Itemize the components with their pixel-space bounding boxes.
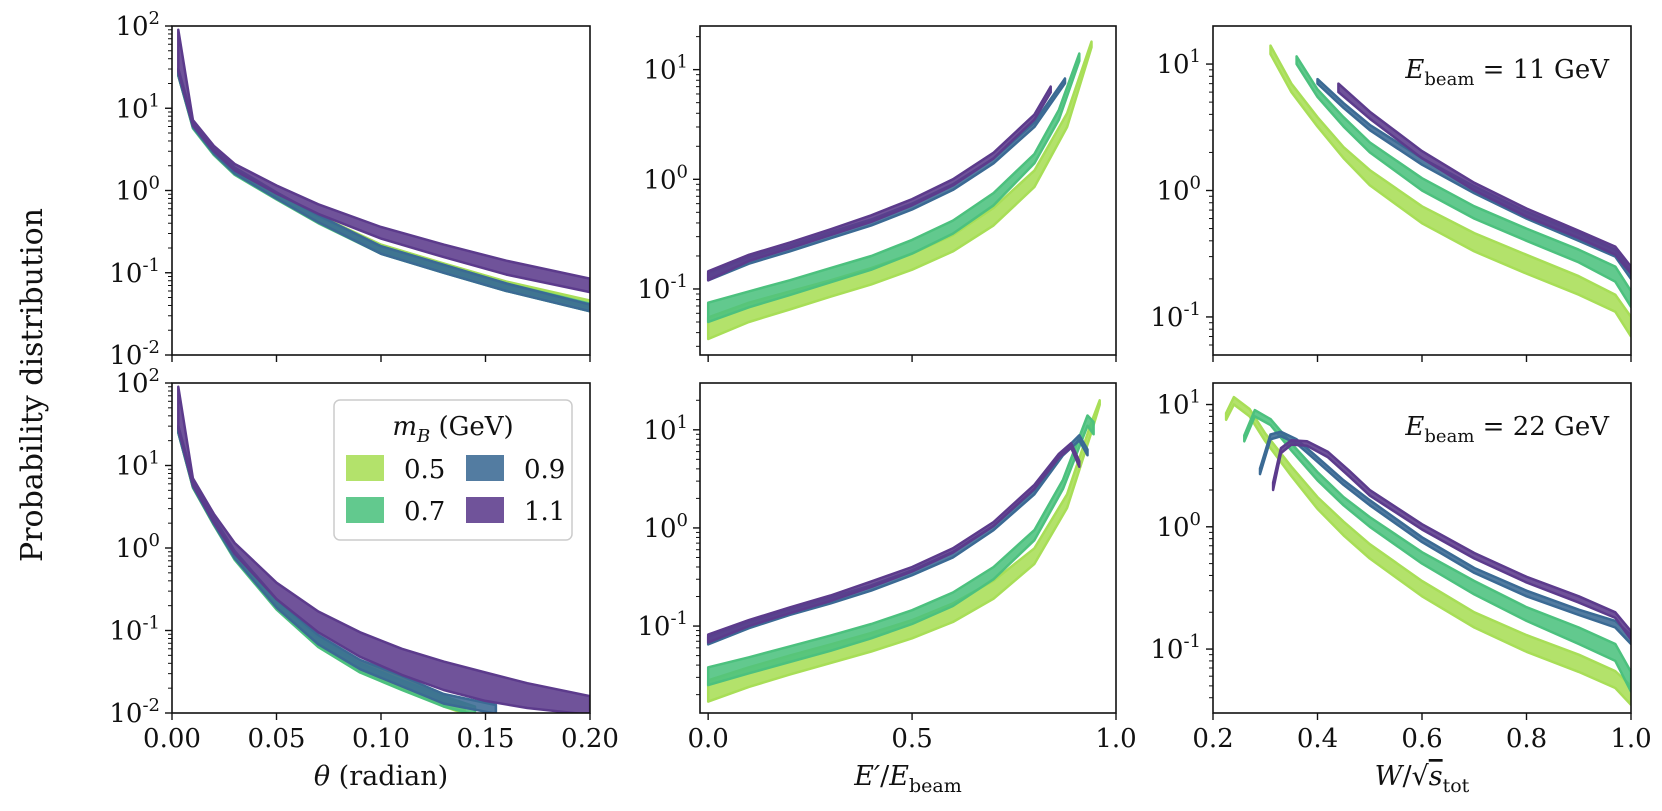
- legend-label: 1.1: [524, 497, 565, 527]
- x-tick-label: 0.00: [143, 724, 201, 754]
- panels: 10-2 10-1 100 101 102 10-1 100 101 10-1 100 101 Ebe…: [109, 8, 1651, 797]
- plot-area: [177, 28, 590, 313]
- x-tick-label: 0.5: [891, 724, 932, 754]
- band-m09: [1258, 430, 1631, 646]
- legend-box: [333, 399, 573, 541]
- plot-area: [706, 399, 1101, 703]
- x-tick-label: 0.10: [352, 724, 410, 754]
- legend-label: 0.7: [404, 497, 445, 527]
- band-m11: [1271, 439, 1631, 641]
- y-tick-label: 10-2: [109, 695, 160, 729]
- y-tick-label: 101: [643, 52, 688, 86]
- global-ylabel: Probability distribution: [15, 208, 50, 562]
- panel-w_22: 0.2 0.4 0.6 0.8 1.0 10-1 100 101 W/√stot Ebeam = …: [1150, 382, 1652, 797]
- panel-theta_22: 0.00 0.05 0.10 0.15 0.20 10-2 10-1 100 101 102 θ (…: [109, 365, 619, 792]
- y-tick-label: 10-1: [637, 271, 688, 305]
- x-tick-label: 0.4: [1297, 724, 1338, 754]
- y-tick-label: 10-2: [109, 337, 160, 371]
- panel-w_11: 10-1 100 101 Ebeam = 11 GeV: [1150, 25, 1632, 362]
- band-m11: [1337, 82, 1631, 275]
- panel-energy_11: 10-1 100 101: [637, 25, 1117, 362]
- legend-swatch: [466, 497, 504, 523]
- x-axis-label: W/√stot: [1375, 761, 1470, 797]
- y-tick-label: 102: [115, 8, 160, 42]
- band-m11: [706, 441, 1081, 644]
- y-tick-label: 10-1: [109, 255, 160, 289]
- legend-swatch: [466, 455, 504, 481]
- y-tick-label: 101: [1156, 387, 1201, 421]
- beam-energy-annotation: Ebeam = 11 GeV: [1404, 55, 1610, 90]
- band-m07: [706, 414, 1095, 687]
- x-tick-label: 0.20: [561, 724, 619, 754]
- y-tick-label: 10-1: [1150, 299, 1201, 333]
- legend-label: 0.5: [404, 455, 445, 485]
- plot-area: [706, 40, 1093, 341]
- plot-area: [1224, 395, 1631, 707]
- x-tick-label: 0.05: [248, 724, 306, 754]
- legend-label: 0.9: [524, 455, 565, 485]
- y-tick-label: 102: [115, 365, 160, 399]
- y-tick-label: 101: [1156, 46, 1201, 80]
- legend-swatch: [346, 497, 384, 523]
- x-tick-label: 1.0: [1095, 724, 1136, 754]
- band-m05: [1269, 44, 1631, 338]
- band-m11: [177, 385, 590, 713]
- y-tick-label: 10-1: [637, 608, 688, 642]
- y-tick-label: 10-1: [109, 613, 160, 647]
- x-axis-label: θ (radian): [314, 761, 448, 792]
- y-tick-label: 101: [115, 448, 160, 482]
- legend-title: mB (GeV): [392, 412, 513, 447]
- beam-energy-annotation: Ebeam = 22 GeV: [1404, 412, 1610, 447]
- legend-swatch: [346, 455, 384, 481]
- y-tick-label: 100: [643, 510, 688, 544]
- y-tick-label: 100: [643, 161, 688, 195]
- axes-frame: [699, 25, 1117, 356]
- y-tick-label: 100: [115, 173, 160, 207]
- y-tick-label: 100: [1156, 173, 1201, 207]
- band-m05: [1224, 395, 1631, 707]
- y-tick-label: 101: [115, 90, 160, 124]
- x-tick-label: 0.15: [457, 724, 515, 754]
- band-m07: [1295, 55, 1631, 309]
- y-tick-label: 100: [1156, 509, 1201, 543]
- axes-frame: [171, 25, 591, 356]
- x-tick-label: 0.6: [1401, 724, 1442, 754]
- band-m11: [177, 28, 590, 294]
- x-tick-label: 0.0: [687, 724, 728, 754]
- plot-area: [1269, 44, 1631, 338]
- y-tick-label: 10-1: [1150, 631, 1201, 665]
- legend: mB (GeV) 0.5 0.9 0.7 1.1: [333, 399, 573, 541]
- panel-energy_22: 0.0 0.5 1.0 10-1 100 101 E′/Ebeam: [637, 382, 1137, 797]
- band-m11: [706, 85, 1052, 282]
- panel-theta_11: 10-2 10-1 100 101 102: [109, 8, 591, 371]
- x-tick-label: 1.0: [1610, 724, 1651, 754]
- x-axis-label: E′/Ebeam: [853, 761, 961, 797]
- x-tick-label: 0.2: [1192, 724, 1233, 754]
- axes-frame: [699, 382, 1117, 714]
- band-m07: [1243, 408, 1631, 693]
- y-tick-label: 101: [643, 412, 688, 446]
- x-tick-label: 0.8: [1506, 724, 1547, 754]
- y-tick-label: 100: [115, 530, 160, 564]
- plot-area: [177, 385, 590, 713]
- band-m07: [706, 52, 1081, 324]
